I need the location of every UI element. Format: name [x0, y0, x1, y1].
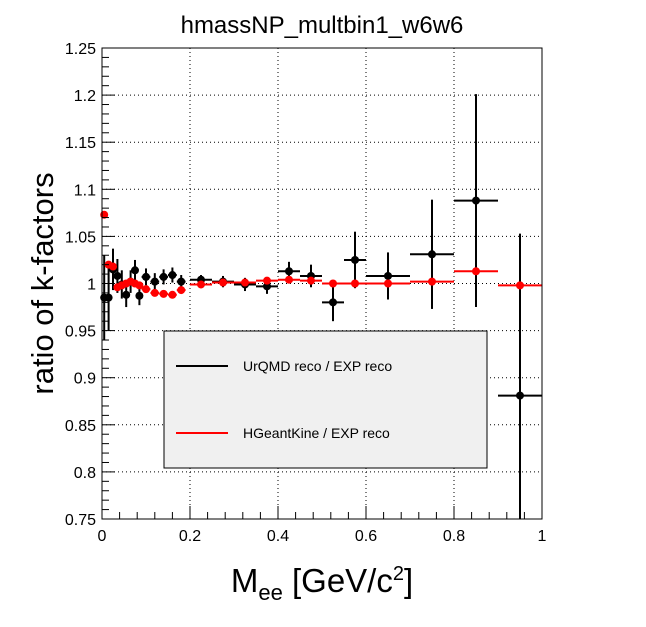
data-point	[177, 277, 186, 286]
data-point	[177, 286, 186, 295]
data-point	[122, 290, 131, 299]
y-axis-label: ratio of k-factors	[25, 172, 60, 394]
y-tick-label: 1.2	[74, 88, 96, 105]
data-point	[219, 278, 227, 287]
data-point	[159, 289, 168, 298]
y-tick-label: 1.05	[65, 229, 96, 246]
data-series-layer	[100, 94, 542, 519]
data-point	[263, 276, 271, 285]
data-point	[428, 250, 436, 259]
data-point	[135, 291, 144, 300]
x-tick-label: 0.6	[355, 528, 377, 545]
y-tick-label: 1	[87, 277, 96, 294]
data-point	[142, 285, 150, 294]
data-point	[351, 279, 359, 288]
x-axis-label-sup: 2	[393, 563, 404, 585]
data-point	[384, 279, 392, 288]
y-tick-label: 1.15	[65, 135, 96, 152]
x-axis-label-rest: [GeV/c	[283, 562, 393, 599]
series-hgeantkine	[100, 210, 542, 299]
y-tick-label: 1.1	[74, 182, 96, 199]
data-point	[109, 262, 117, 271]
y-tick-label: 0.8	[74, 465, 96, 482]
y-tick-label: 0.95	[65, 324, 96, 341]
data-point	[135, 281, 144, 290]
data-point	[168, 271, 177, 280]
x-tick-label: 0.8	[443, 528, 465, 545]
data-point	[516, 391, 524, 400]
x-axis-label-sub: ee	[258, 580, 282, 605]
axis-ticks	[101, 47, 543, 520]
legend: UrQMD reco / EXP reco HGeantKine / EXP r…	[163, 330, 488, 469]
data-point	[384, 271, 392, 280]
legend-label-hgeantkine: HGeantKine / EXP reco	[243, 425, 390, 441]
x-axis-label: Mee [GeV/c2]	[231, 562, 413, 605]
data-point	[285, 267, 293, 276]
data-point	[428, 277, 436, 286]
x-tick-label: 0.4	[267, 528, 289, 545]
data-point	[263, 282, 271, 291]
data-point	[104, 293, 113, 302]
x-tick-label: 0	[98, 528, 107, 545]
data-point	[472, 267, 480, 276]
y-tick-label: 0.9	[74, 371, 96, 388]
data-point	[472, 196, 480, 205]
y-tick-label: 1.25	[65, 41, 96, 58]
data-point	[307, 276, 315, 285]
legend-box	[163, 330, 488, 469]
data-point	[329, 298, 337, 307]
data-point	[351, 255, 359, 264]
data-point	[113, 271, 122, 280]
tick-labels: 0 0.2 0.4 0.6 0.8 1 0.75 0.8 0.85 0.9 0.95 1 1.05 1.1…	[65, 41, 547, 545]
data-point	[159, 272, 168, 281]
data-point	[329, 279, 337, 288]
data-point	[150, 288, 159, 297]
legend-label-urqmd: UrQMD reco / EXP reco	[243, 358, 392, 374]
y-tick-label: 0.75	[65, 512, 96, 529]
x-axis-label-main: M	[231, 562, 259, 599]
x-tick-label: 0.2	[179, 528, 201, 545]
data-point	[131, 266, 139, 275]
data-point	[150, 277, 159, 286]
x-axis-label-close: ]	[404, 562, 413, 599]
x-tick-label: 1	[538, 528, 547, 545]
data-point	[516, 281, 524, 290]
data-point	[168, 290, 177, 299]
data-point	[142, 272, 150, 281]
data-point	[241, 278, 249, 287]
y-tick-label: 0.85	[65, 418, 96, 435]
data-point	[197, 280, 205, 289]
data-point	[285, 275, 293, 284]
chart-title: hmassNP_multbin1_w6w6	[181, 12, 464, 39]
